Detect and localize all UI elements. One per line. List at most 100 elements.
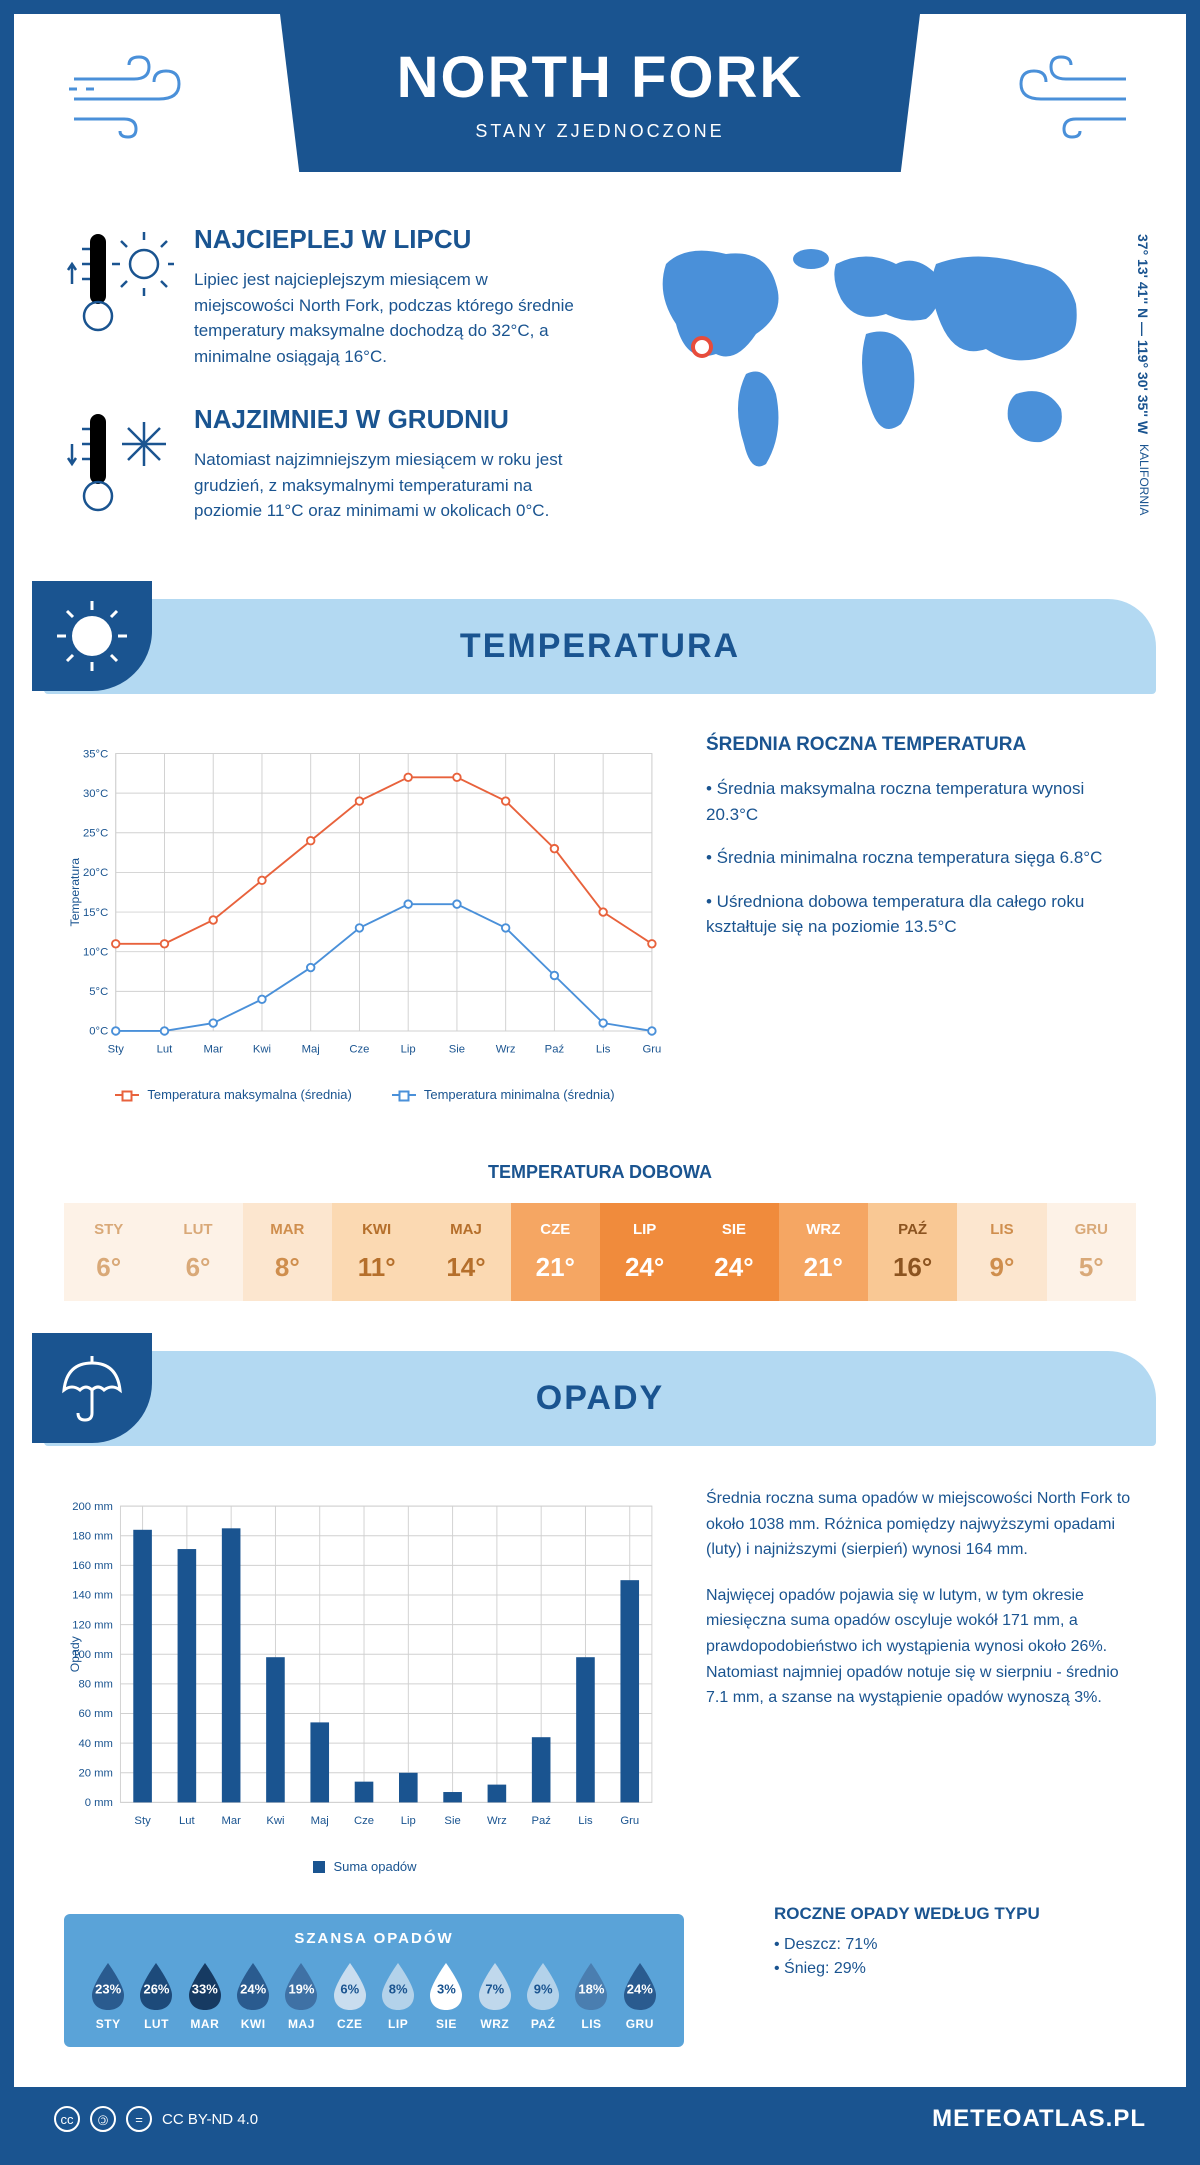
daily-value: 14° (421, 1252, 510, 1283)
chance-month: STY (84, 2017, 132, 2031)
precip-chance-panel: SZANSA OPADÓW 23% STY 26% LUT 33% MAR 24… (64, 1914, 684, 2047)
svg-text:Maj: Maj (302, 1044, 320, 1056)
chance-month: LUT (132, 2017, 180, 2031)
precipitation-info: Średnia roczna suma opadów w miejscowośc… (706, 1486, 1136, 1874)
daily-temp-table: STY6°LUT6°MAR8°KWI11°MAJ14°CZE21°LIP24°S… (64, 1203, 1136, 1301)
daily-temp-cell: STY6° (64, 1203, 153, 1301)
daily-month: PAŹ (868, 1221, 957, 1238)
svg-text:Lut: Lut (179, 1815, 196, 1827)
license-block: cc 🄯 = CC BY-ND 4.0 (54, 2106, 258, 2132)
chance-cell: 19% MAJ (277, 1961, 325, 2031)
daily-month: MAR (243, 1221, 332, 1238)
precip-para-2: Najwięcej opadów pojawia się w lutym, w … (706, 1583, 1136, 1711)
daily-temp-cell: SIE24° (689, 1203, 778, 1301)
temperature-section-header: TEMPERATURA (44, 599, 1156, 694)
infographic-page: NORTH FORK STANY ZJEDNOCZONE (0, 0, 1200, 2165)
chance-month: MAJ (277, 2017, 325, 2031)
chance-value: 19% (288, 1981, 314, 1996)
daily-month: LUT (153, 1221, 242, 1238)
daily-month: CZE (511, 1221, 600, 1238)
daily-temp-cell: PAŹ16° (868, 1203, 957, 1301)
chance-value: 24% (627, 1981, 653, 1996)
daily-temp-cell: GRU5° (1047, 1203, 1136, 1301)
chance-value: 33% (192, 1981, 218, 1996)
svg-text:Temperatura: Temperatura (68, 858, 82, 927)
page-footer: cc 🄯 = CC BY-ND 4.0 METEOATLAS.PL (14, 2087, 1186, 2151)
precip-type-panel: ROCZNE OPADY WEDŁUG TYPU • Deszcz: 71%• … (734, 1904, 1186, 1984)
daily-temp-cell: LIP24° (600, 1203, 689, 1301)
daily-value: 21° (511, 1252, 600, 1283)
svg-text:120 mm: 120 mm (72, 1619, 113, 1631)
daily-value: 24° (600, 1252, 689, 1283)
precip-type-item: • Deszcz: 71% (774, 1936, 1186, 1954)
svg-text:Cze: Cze (354, 1815, 374, 1827)
chance-value: 18% (578, 1981, 604, 1996)
temp-info-item: • Uśredniona dobowa temperatura dla całe… (706, 889, 1136, 940)
chance-cell: 33% MAR (181, 1961, 229, 2031)
wind-icon (996, 49, 1136, 144)
daily-temp-title: TEMPERATURA DOBOWA (14, 1162, 1186, 1183)
title-banner: NORTH FORK STANY ZJEDNOCZONE (280, 14, 920, 172)
daily-month: KWI (332, 1221, 421, 1238)
raindrop-icon: 33% (185, 1961, 225, 2011)
location-title: NORTH FORK (300, 44, 900, 111)
raindrop-icon: 24% (620, 1961, 660, 2011)
svg-text:0 mm: 0 mm (85, 1797, 113, 1809)
svg-text:15°C: 15°C (83, 907, 108, 919)
raindrop-icon: 9% (523, 1961, 563, 2011)
chance-month: PAŹ (519, 2017, 567, 2031)
precipitation-legend: Suma opadów (64, 1859, 666, 1874)
temperature-legend: Temperatura maksymalna (średnia) Tempera… (64, 1087, 666, 1102)
chance-title: SZANSA OPADÓW (84, 1930, 664, 1947)
legend-min-label: Temperatura minimalna (średnia) (424, 1087, 615, 1102)
hottest-block: NAJCIEPLEJ W LIPCU Lipiec jest najcieple… (64, 224, 596, 369)
svg-text:Sty: Sty (108, 1044, 125, 1056)
svg-text:Sty: Sty (134, 1815, 151, 1827)
chance-month: WRZ (471, 2017, 519, 2031)
svg-text:Mar: Mar (221, 1815, 241, 1827)
precipitation-section-header: OPADY (44, 1351, 1156, 1446)
raindrop-icon: 24% (233, 1961, 273, 2011)
page-header: NORTH FORK STANY ZJEDNOCZONE (14, 14, 1186, 224)
country-subtitle: STANY ZJEDNOCZONE (300, 121, 900, 142)
coordinates: 37° 13' 41'' N — 119° 30' 35'' W (1135, 234, 1151, 434)
daily-temp-cell: MAR8° (243, 1203, 332, 1301)
chance-month: KWI (229, 2017, 277, 2031)
raindrop-icon: 19% (281, 1961, 321, 2011)
svg-text:40 mm: 40 mm (78, 1738, 112, 1750)
chance-month: MAR (181, 2017, 229, 2031)
svg-text:30°C: 30°C (83, 788, 108, 800)
svg-text:Lip: Lip (401, 1044, 416, 1056)
raindrop-icon: 23% (88, 1961, 128, 2011)
chance-cell: 24% KWI (229, 1961, 277, 2031)
daily-value: 6° (153, 1252, 242, 1283)
wind-icon (64, 49, 204, 144)
hottest-text: Lipiec jest najcieplejszym miesiącem w m… (194, 267, 574, 369)
daily-month: STY (64, 1221, 153, 1238)
precipitation-title: OPADY (536, 1379, 664, 1418)
chance-value: 9% (534, 1981, 553, 1996)
chance-value: 8% (389, 1981, 408, 1996)
svg-text:160 mm: 160 mm (72, 1560, 113, 1572)
raindrop-icon: 3% (426, 1961, 466, 2011)
precip-type-title: ROCZNE OPADY WEDŁUG TYPU (774, 1904, 1186, 1924)
thermometer-snow-icon (64, 404, 174, 524)
svg-text:5°C: 5°C (89, 986, 108, 998)
svg-text:20°C: 20°C (83, 867, 108, 879)
chance-cell: 7% WRZ (471, 1961, 519, 2031)
coldest-text: Natomiast najzimniejszym miesiącem w rok… (194, 447, 574, 524)
chance-value: 26% (143, 1981, 169, 1996)
raindrop-icon: 7% (475, 1961, 515, 2011)
chance-cell: 26% LUT (132, 1961, 180, 2031)
temperature-chart: 0°C5°C10°C15°C20°C25°C30°C35°CStyLutMarK… (64, 734, 666, 1102)
daily-month: GRU (1047, 1221, 1136, 1238)
chance-cell: 9% PAŹ (519, 1961, 567, 2031)
chance-cell: 6% CZE (326, 1961, 374, 2031)
site-name: METEOATLAS.PL (932, 2105, 1146, 2133)
svg-text:Maj: Maj (311, 1815, 329, 1827)
chance-month: CZE (326, 2017, 374, 2031)
svg-text:Lis: Lis (596, 1044, 611, 1056)
daily-month: LIS (957, 1221, 1046, 1238)
chance-value: 24% (240, 1981, 266, 1996)
chance-cell: 3% SIE (422, 1961, 470, 2031)
